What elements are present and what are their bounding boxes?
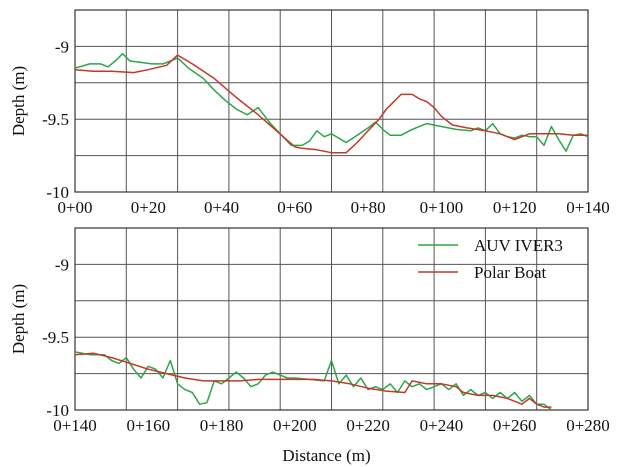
bottom-x-tick-label: 0+280 <box>566 416 610 435</box>
bottom-y-tick-label: -9.5 <box>42 328 69 347</box>
bottom-y-axis-label: Depth (m) <box>9 284 28 354</box>
top-x-tick-label: 0+60 <box>277 198 312 217</box>
top-x-tick-label: 0+20 <box>131 198 166 217</box>
bottom-x-tick-label: 0+140 <box>53 416 97 435</box>
bottom-y-tick-label: -10 <box>46 401 69 420</box>
top-y-tick-label: -9 <box>55 37 69 56</box>
top-x-tick-label: 0+120 <box>493 198 537 217</box>
top-x-tick-label: 0+40 <box>204 198 239 217</box>
bottom-series-line-auv-iver3 <box>75 351 552 410</box>
bottom-y-tick-label: -9 <box>55 255 69 274</box>
bottom-x-tick-label: 0+220 <box>346 416 390 435</box>
top-series-line-auv-iver3 <box>75 52 588 152</box>
top-x-tick-label: 0+140 <box>566 198 610 217</box>
top-x-tick-label: 0+100 <box>420 198 464 217</box>
bottom-x-tick-label: 0+200 <box>273 416 317 435</box>
bottom-plot-frame <box>74 227 589 411</box>
top-panel: -9 -9.5 -100+00 0+20 0+40 0+60 0+80 0+100 0+120 0… <box>9 9 610 217</box>
bottom-x-axis-label: Distance (m) <box>282 446 370 465</box>
legend: AUV IVER3 Polar Boat <box>418 236 563 282</box>
top-x-tick-label: 0+00 <box>57 198 92 217</box>
top-series-line-polar-boat <box>75 54 588 154</box>
top-y-axis-label: Depth (m) <box>9 66 28 136</box>
bottom-x-tick-label: 0+160 <box>126 416 170 435</box>
bottom-x-tick-label: 0+180 <box>200 416 244 435</box>
bottom-panel: -9 -9.5 -100+140 0+160 0+180 0+200 0+220 0+240 0… <box>9 227 610 465</box>
bottom-x-tick-label: 0+260 <box>493 416 537 435</box>
legend-label-auv: AUV IVER3 <box>474 236 563 255</box>
bottom-series-line-polar-boat <box>75 352 552 408</box>
legend-label-polar: Polar Boat <box>474 263 547 282</box>
top-x-tick-label: 0+80 <box>351 198 386 217</box>
top-plot-frame <box>74 9 589 193</box>
top-y-tick-label: -10 <box>46 183 69 202</box>
top-y-tick-label: -9.5 <box>42 110 69 129</box>
bottom-x-tick-label: 0+240 <box>420 416 464 435</box>
